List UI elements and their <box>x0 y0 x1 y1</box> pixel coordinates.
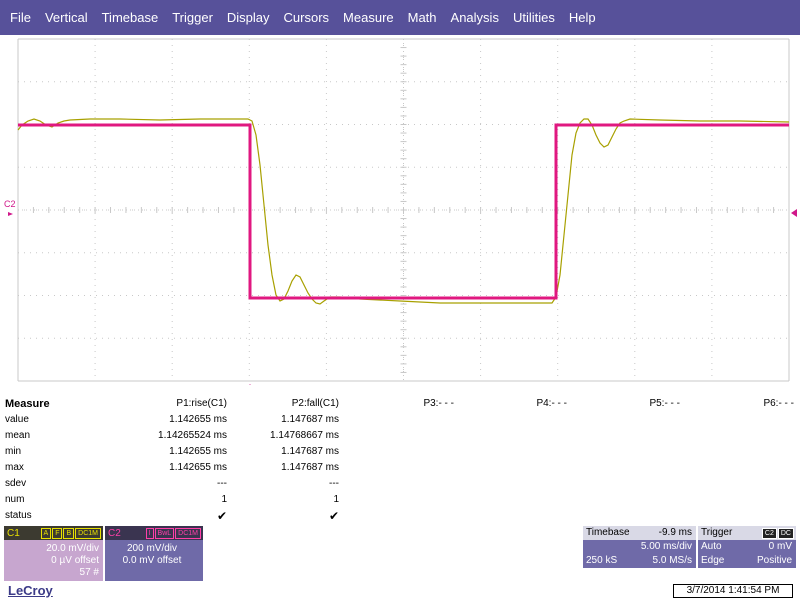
menu-help[interactable]: Help <box>568 10 596 25</box>
ch1-tag-coupling: DC1M <box>75 528 101 539</box>
timebase-box[interactable]: Timebase -9.9 ms 5.00 ms/div 250 kS 5.0 … <box>583 526 696 568</box>
p1-min: 1.142655 ms <box>169 446 227 457</box>
trigger-label: Trigger <box>701 527 733 538</box>
trigger-level: 0 mV <box>768 541 792 552</box>
timebase-label: Timebase <box>586 527 630 538</box>
p2-value: 1.147687 ms <box>281 414 339 425</box>
p2-mean: 1.14768667 ms <box>270 430 339 441</box>
trigger-type: Edge <box>701 555 725 566</box>
menu-trigger[interactable]: Trigger <box>172 10 213 25</box>
ch1-waveform <box>17 118 790 305</box>
ch2-header: C2 I BwL DC1M <box>105 526 203 540</box>
p3-header[interactable]: P3:- - - <box>423 398 454 409</box>
row-label-max: max <box>5 462 24 473</box>
row-label-sdev: sdev <box>5 478 27 489</box>
timebase-tdiv: 5.00 ms/div <box>640 541 692 552</box>
p1-header[interactable]: P1:rise(C1) <box>176 398 227 409</box>
measure-table: Measure P1:rise(C1) P2:fall(C1) P3:- - -… <box>0 394 800 524</box>
ch2-offset: 0.0 mV offset <box>122 555 182 566</box>
trigger-coupling-tag: DC <box>777 528 794 539</box>
menu-vertical[interactable]: Vertical <box>44 10 88 25</box>
ch1-header: C1 A F B DC1M <box>4 526 103 540</box>
menu-file[interactable]: File <box>10 10 31 25</box>
menu-math[interactable]: Math <box>407 10 437 25</box>
p1-max: 1.142655 ms <box>169 462 227 473</box>
ch1-tag-bandwidth: B <box>63 528 75 539</box>
p2-header[interactable]: P2:fall(C1) <box>291 398 339 409</box>
trigger-slope: Positive <box>756 555 792 566</box>
timebase-header: Timebase -9.9 ms <box>583 526 696 540</box>
menu-utilities[interactable]: Utilities <box>512 10 555 25</box>
ch2-tag-invert: I <box>145 528 154 539</box>
p1-num: 1 <box>221 494 227 505</box>
ch2-descriptor-box[interactable]: C2 I BwL DC1M 200 mV/div 0.0 mV offset <box>105 526 203 581</box>
lecroy-logo: LeCroy <box>8 583 53 598</box>
p2-num: 1 <box>333 494 339 505</box>
grid-lines <box>17 38 790 382</box>
trigger-box[interactable]: Trigger C2 DC Auto 0 mV Edge Positive <box>698 526 796 568</box>
p1-value: 1.142655 ms <box>169 414 227 425</box>
c2-ground-marker-left <box>8 212 13 216</box>
row-label-num: num <box>5 494 25 505</box>
ch2-waveform <box>18 123 789 300</box>
row-label-status: status <box>5 510 32 521</box>
ch1-offset: 0 µV offset <box>51 555 99 566</box>
menu-display[interactable]: Display <box>226 10 270 25</box>
waveform-display[interactable]: C2 <box>0 35 800 385</box>
ch1-descriptor-box[interactable]: C1 A F B DC1M 20.0 mV/div 0 µV offset 57… <box>4 526 103 581</box>
ch1-sweep-count: 57 # <box>79 567 99 578</box>
timebase-delay: -9.9 ms <box>658 527 692 538</box>
p1-status-check-icon: ✔ <box>216 509 227 523</box>
menu-cursors[interactable]: Cursors <box>283 10 330 25</box>
ch1-tag-average: A <box>40 528 52 539</box>
p1-sdev: --- <box>217 478 227 489</box>
menu-bar: File Vertical Timebase Trigger Display C… <box>0 0 800 35</box>
row-label-value: value <box>5 414 29 425</box>
ch2-tag-coupling: DC1M <box>175 528 201 539</box>
timebase-rate: 5.0 MS/s <box>652 555 692 566</box>
p2-min: 1.147687 ms <box>281 446 339 457</box>
p4-header[interactable]: P4:- - - <box>536 398 567 409</box>
measure-title: Measure <box>5 398 50 410</box>
datetime-display: 3/7/2014 1:41:54 PM <box>673 584 793 598</box>
ch1-vdiv: 20.0 mV/div <box>46 543 99 554</box>
ch2-vdiv: 200 mV/div <box>126 543 178 554</box>
menu-analysis[interactable]: Analysis <box>450 10 499 25</box>
p6-header[interactable]: P6:- - - <box>763 398 794 409</box>
trigger-level-marker-right <box>791 209 797 217</box>
menu-timebase[interactable]: Timebase <box>101 10 159 25</box>
ch2-name: C2 <box>108 527 121 539</box>
ch1-tag-filter: F <box>52 528 63 539</box>
trigger-source-tag: C2 <box>761 528 777 539</box>
p2-status-check-icon: ✔ <box>328 509 339 523</box>
c2-marker-label: C2 <box>4 199 16 209</box>
waveform-grid <box>8 38 797 385</box>
trigger-header: Trigger C2 DC <box>698 526 796 540</box>
ch2-tag-bandwidth: BwL <box>154 528 175 539</box>
p2-sdev: --- <box>329 478 339 489</box>
p1-mean: 1.14265524 ms <box>158 430 227 441</box>
ch1-name: C1 <box>7 527 20 539</box>
menu-measure[interactable]: Measure <box>343 10 394 25</box>
trigger-mode: Auto <box>701 541 722 552</box>
timebase-samples: 250 kS <box>586 555 618 566</box>
trigger-position-marker <box>249 384 251 385</box>
p2-max: 1.147687 ms <box>281 462 339 473</box>
row-label-min: min <box>5 446 22 457</box>
p5-header[interactable]: P5:- - - <box>649 398 680 409</box>
row-label-mean: mean <box>5 430 31 441</box>
